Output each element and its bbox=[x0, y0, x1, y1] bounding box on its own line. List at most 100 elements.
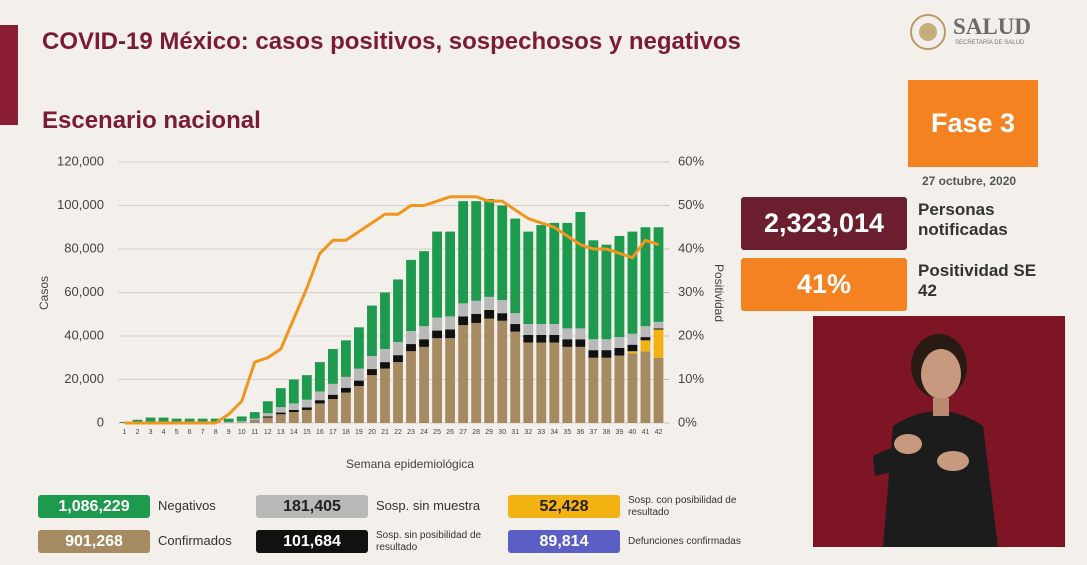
bar-segment bbox=[184, 418, 195, 422]
interpreter-video bbox=[813, 316, 1065, 547]
bar-segment bbox=[497, 320, 508, 423]
x-tick-label: 24 bbox=[420, 429, 428, 436]
x-tick-label: 35 bbox=[563, 429, 571, 436]
bar-segment bbox=[523, 342, 534, 423]
bar-segment bbox=[458, 303, 469, 317]
chart: Semana epidemiológica Casos Positividad … bbox=[37, 153, 726, 471]
legend-label: Sosp. sin muestra bbox=[376, 498, 481, 514]
bar-segment bbox=[562, 222, 573, 329]
y-axis-label: Casos bbox=[37, 276, 51, 310]
bar-segment bbox=[249, 412, 260, 419]
bar-segment bbox=[419, 346, 429, 423]
x-tick-label: 32 bbox=[524, 429, 532, 436]
bar-segment bbox=[236, 422, 247, 423]
bar-segment bbox=[132, 419, 143, 423]
bar-segment bbox=[406, 344, 416, 352]
bar-segment bbox=[640, 337, 651, 341]
bar-segment bbox=[275, 412, 286, 415]
x-tick-label: 16 bbox=[316, 429, 324, 436]
bar-segment bbox=[562, 328, 573, 340]
bar-segment bbox=[301, 375, 312, 400]
x-tick-label: 31 bbox=[511, 429, 519, 436]
bar-segment bbox=[510, 313, 521, 325]
bar-segment bbox=[588, 240, 599, 340]
bar-segment bbox=[249, 420, 260, 423]
bar-segment bbox=[301, 399, 312, 408]
bar-segment bbox=[575, 346, 586, 423]
bar-segment bbox=[327, 383, 338, 395]
bar-segment bbox=[510, 324, 521, 332]
stat-value: 41% bbox=[741, 258, 907, 311]
bar-segment bbox=[536, 342, 547, 423]
legend-total: 1,086,229 bbox=[38, 495, 150, 518]
y-tick-label: 100,000 bbox=[57, 197, 104, 212]
x-tick-label: 41 bbox=[642, 429, 650, 436]
bar-segment bbox=[301, 409, 312, 423]
x-tick-label: 39 bbox=[616, 429, 624, 436]
bar-segment bbox=[627, 231, 638, 334]
x-tick-label: 21 bbox=[381, 429, 389, 436]
y2-tick-label: 0% bbox=[678, 414, 697, 429]
x-tick-label: 22 bbox=[394, 429, 402, 436]
bar-segment bbox=[614, 235, 625, 338]
bar-segment bbox=[393, 362, 403, 423]
bar-segment bbox=[497, 313, 508, 321]
bar-segment bbox=[549, 342, 560, 423]
stat-value: 2,323,014 bbox=[741, 197, 907, 250]
bar-segment bbox=[288, 379, 299, 404]
bar-segment bbox=[380, 292, 390, 350]
bar-segment bbox=[327, 349, 338, 384]
bar-segment bbox=[627, 353, 638, 423]
title: COVID-19 México: casos positivos, sospec… bbox=[42, 28, 741, 55]
x-tick-label: 27 bbox=[459, 429, 467, 436]
bar-segment bbox=[601, 350, 612, 358]
bar-segment bbox=[536, 324, 547, 335]
bar-segment bbox=[145, 417, 156, 422]
bar-segment bbox=[640, 227, 651, 327]
x-tick-label: 42 bbox=[655, 429, 663, 436]
bar-segment bbox=[406, 330, 416, 345]
bar-segment bbox=[197, 418, 208, 422]
x-tick-label: 5 bbox=[175, 429, 179, 436]
bar-segment bbox=[406, 259, 416, 331]
legend-total: 901,268 bbox=[38, 530, 150, 553]
bar-segment bbox=[223, 421, 234, 423]
bar-segment bbox=[236, 421, 247, 423]
bar-segment bbox=[653, 321, 664, 329]
bar-segment bbox=[171, 418, 182, 422]
y2-axis-label: Positividad bbox=[712, 264, 726, 322]
bar-segment bbox=[275, 407, 286, 413]
bar-segment bbox=[445, 316, 456, 330]
bar-segment bbox=[614, 337, 625, 348]
legend-label: Defunciones confirmadas bbox=[628, 535, 741, 547]
stat-label: Positividad SE 42 bbox=[918, 261, 1037, 300]
y2-tick-label: 30% bbox=[678, 284, 704, 299]
x-tick-label: 6 bbox=[188, 429, 192, 436]
x-tick-label: 11 bbox=[251, 429, 258, 436]
bar-segment bbox=[262, 401, 273, 414]
bar-segment bbox=[588, 357, 599, 423]
bar-segment bbox=[367, 369, 377, 376]
bar-segment bbox=[588, 339, 599, 351]
x-tick-label: 8 bbox=[214, 429, 218, 436]
bar-segment bbox=[327, 394, 338, 400]
y-tick-label: 40,000 bbox=[64, 327, 104, 342]
x-tick-label: 10 bbox=[238, 429, 246, 436]
bar-segment bbox=[536, 334, 547, 343]
legend-total: 89,814 bbox=[508, 530, 620, 553]
bar-segment bbox=[627, 344, 638, 352]
y2-tick-label: 10% bbox=[678, 371, 704, 386]
bar-segment bbox=[380, 362, 390, 369]
bar-segment bbox=[445, 329, 456, 339]
bar-segment bbox=[262, 416, 273, 418]
bar-segment bbox=[601, 339, 612, 351]
bar-segment bbox=[380, 349, 390, 363]
bar-segment bbox=[432, 317, 442, 331]
line bbox=[124, 195, 659, 425]
x-axis-label: Semana epidemiológica bbox=[346, 457, 474, 471]
legend-total: 52,428 bbox=[508, 495, 620, 518]
bar-segment bbox=[484, 198, 495, 297]
bar-segment bbox=[562, 346, 573, 423]
x-tick-label: 18 bbox=[342, 429, 350, 436]
